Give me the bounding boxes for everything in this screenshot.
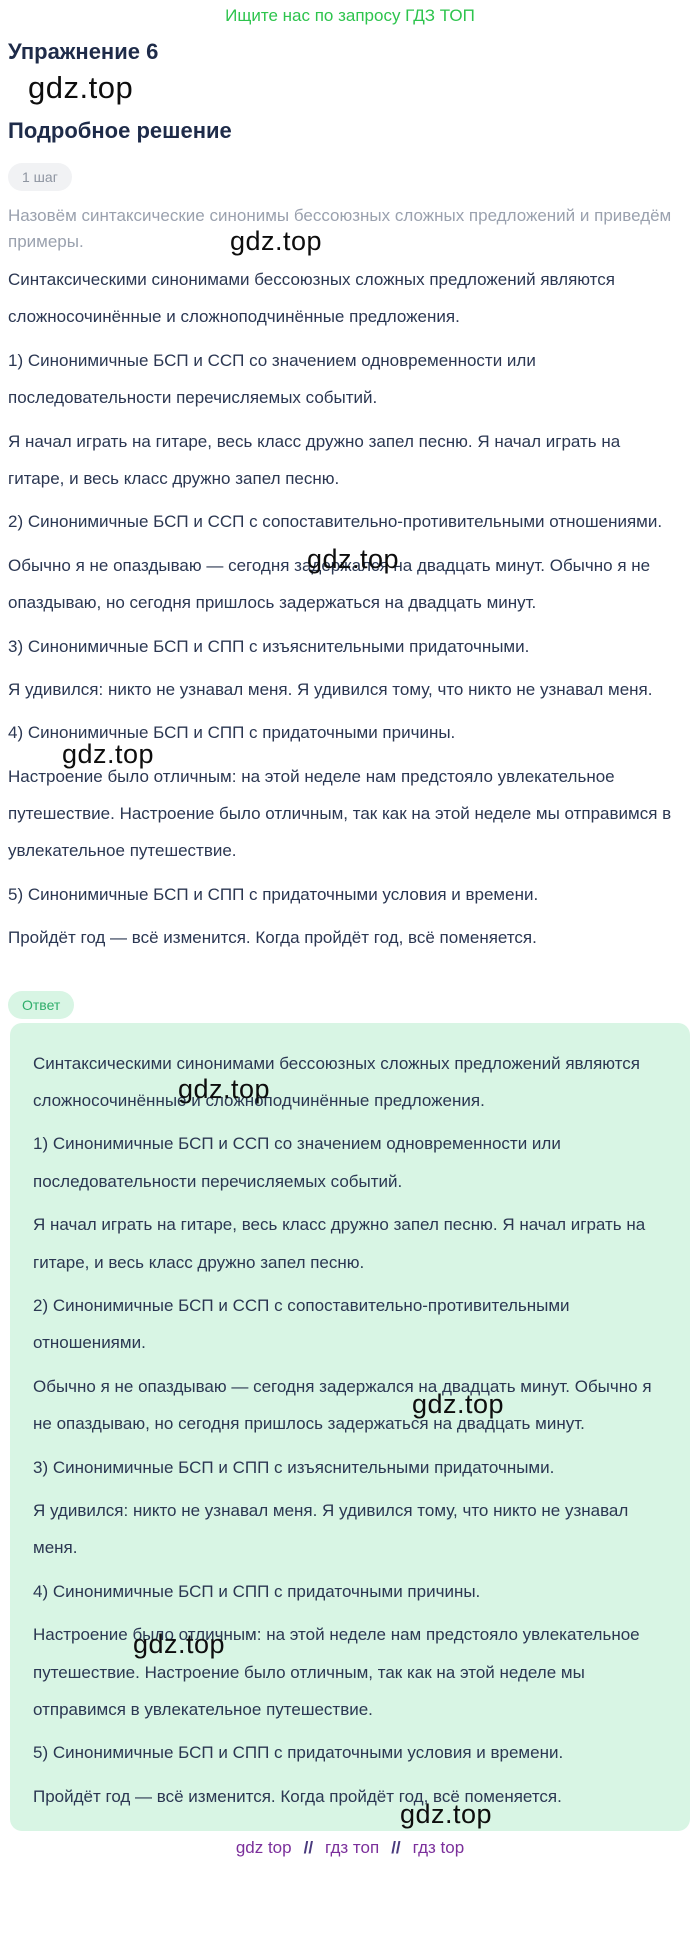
footer-separator: // bbox=[391, 1838, 401, 1858]
solution-paragraph: Пройдёт год — всё изменится. Когда пройд… bbox=[8, 928, 537, 948]
footer-links: gdz top // гдз топ // гдз top bbox=[0, 1838, 700, 1858]
solution-heading: Подробное решение bbox=[8, 118, 232, 143]
solution-section: Синтаксическими синонимами бессоюзных сл… bbox=[8, 261, 692, 957]
answer-paragraph: Пройдёт год — всё изменится. Когда пройд… bbox=[33, 1786, 562, 1806]
step-badge: 1 шаг bbox=[8, 163, 72, 191]
footer-link-gdz-top-cyrillic[interactable]: гдз топ bbox=[325, 1838, 380, 1858]
answer-paragraph: Я начал играть на гитаре, весь класс дру… bbox=[33, 1215, 646, 1272]
answer-paragraph: Настроение было отличным: на этой неделе… bbox=[33, 1625, 640, 1719]
answer-paragraph: 1) Синонимичные БСП и ССП со значением о… bbox=[33, 1134, 561, 1191]
answer-badge: Ответ bbox=[8, 990, 75, 1019]
answer-paragraph: 5) Синонимичные БСП и СПП с придаточными… bbox=[33, 1743, 564, 1763]
promo-link[interactable]: Ищите нас по запросу ГДЗ ТОП bbox=[225, 6, 475, 25]
solution-paragraph: 2) Синонимичные БСП и ССП с сопоставител… bbox=[8, 512, 663, 532]
answer-paragraph: Обычно я не опаздываю — сегодня задержал… bbox=[33, 1376, 652, 1434]
solution-paragraph: Настроение было отличным: на этой неделе… bbox=[8, 766, 672, 861]
answer-paragraph: 3) Синонимичные БСП и СПП с изъяснительн… bbox=[33, 1457, 555, 1477]
answer-paragraph: Синтаксическими синонимами бессоюзных сл… bbox=[33, 1053, 640, 1111]
solution-paragraph: 5) Синонимичные БСП и СПП с придаточными… bbox=[8, 884, 539, 904]
solution-paragraph: 1) Синонимичные БСП и ССП со значением о… bbox=[8, 350, 536, 408]
solution-paragraph: Обычно я не опаздываю — сегодня задержал… bbox=[8, 555, 651, 613]
solution-paragraph: 3) Синонимичные БСП и СПП с изъяснительн… bbox=[8, 636, 530, 656]
footer-link-gdz-top-mixed[interactable]: гдз top bbox=[412, 1838, 465, 1858]
solution-paragraph: 4) Синонимичные БСП и СПП с придаточными… bbox=[8, 723, 456, 743]
gdz-top-watermark: gdz.top bbox=[28, 70, 134, 105]
solution-paragraph: Синтаксическими синонимами бессоюзных сл… bbox=[8, 270, 615, 327]
exercise-title: Упражнение 6 bbox=[8, 39, 159, 64]
answer-box: Синтаксическими синонимами бессоюзных сл… bbox=[10, 1022, 690, 1832]
answer-paragraph: 4) Синонимичные БСП и СПП с придаточными… bbox=[33, 1581, 481, 1601]
task-text: Назовём синтаксические синонимы бессоюзн… bbox=[8, 206, 672, 251]
solution-paragraph: Я удивился: никто не узнавал меня. Я уди… bbox=[8, 679, 653, 699]
footer-separator: // bbox=[303, 1838, 314, 1858]
answer-paragraph: Я удивился: никто не узнавал меня. Я уди… bbox=[33, 1500, 629, 1558]
footer-link-gdz-top-latin[interactable]: gdz top bbox=[235, 1838, 292, 1858]
solution-paragraph: Я начал играть на гитаре, весь класс дру… bbox=[8, 431, 621, 488]
answer-paragraph: 2) Синонимичные БСП и ССП с сопоставител… bbox=[33, 1295, 570, 1353]
